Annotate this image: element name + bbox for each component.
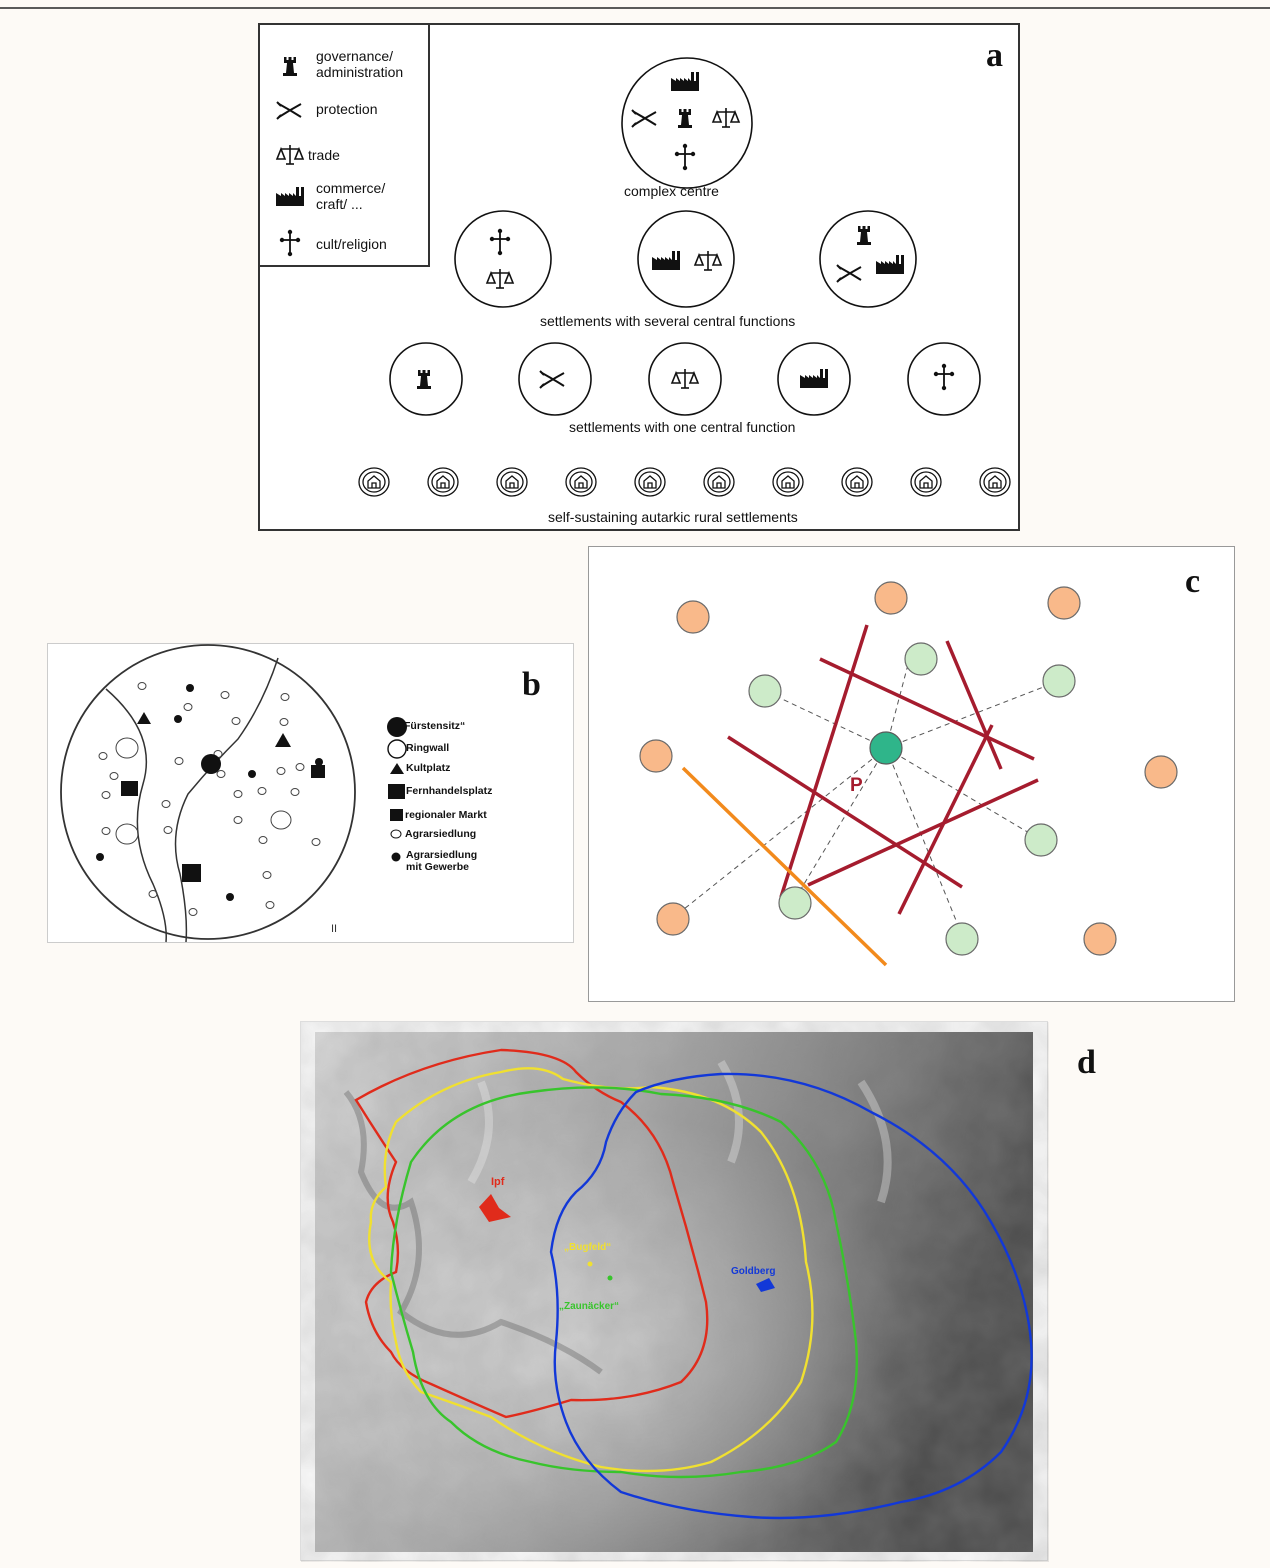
panel-letter-a: a: [986, 37, 1003, 74]
rural-settlement-icons: [358, 467, 1011, 497]
legend-cult: cult/religion: [316, 236, 387, 252]
legend-trade: trade: [308, 147, 340, 163]
legend-kultplatz: Kultplatz: [406, 762, 451, 774]
panel-letter-b: b: [522, 666, 541, 703]
label-goldberg: Goldberg: [731, 1266, 775, 1277]
bugfeld-site-marker: [587, 1261, 593, 1267]
panel-c-location-diagram: P c: [588, 546, 1235, 1002]
corner-mark: II: [331, 923, 337, 935]
panel-c-drawing: P: [639, 581, 1178, 967]
zaunaecker-boundary-green: [389, 1086, 859, 1479]
fuerstensitz-symbol: [201, 754, 221, 774]
one-function-circle-4: [777, 342, 851, 416]
label-rural: self-sustaining autarkic rural settlemen…: [548, 509, 798, 525]
panel-d-drawing: Ipf „Bugfeld“ „Zaunäcker“ Goldberg: [315, 1032, 1033, 1552]
one-function-circle-1: [389, 342, 463, 416]
several-functions-circle-3: [819, 210, 917, 308]
panel-b-legend-symbols: [387, 717, 407, 862]
red-boundary-lines: [727, 624, 1039, 915]
panel-a-hierarchy-diagram: governance/administration protection tra…: [258, 23, 1020, 531]
legend-regionaler-markt: regionaler Markt: [405, 809, 487, 821]
boundary-line-2: [174, 657, 279, 943]
boundary-line-1: [105, 688, 167, 943]
label-zaunaecker: „Zaunäcker“: [559, 1301, 619, 1312]
outer-settlements: [639, 581, 1178, 956]
orange-boundary-line: [681, 766, 888, 967]
fernhandelsplatz-symbol-2: [182, 864, 201, 882]
label-one-function: settlements with one central function: [569, 419, 796, 435]
legend-agrarsiedlung-gewerbe: Agrarsiedlung mit Gewerbe: [406, 849, 478, 873]
label-complex-centre: complex centre: [624, 183, 719, 199]
goldberg-site-marker: [756, 1278, 775, 1292]
legend-fernhandelsplatz: Fernhandelsplatz: [406, 785, 493, 797]
agrarsiedlung-gewerbe-symbols: [96, 684, 323, 901]
legend-ringwall: Ringwall: [406, 742, 450, 754]
panel-a-legend: governance/administration protection tra…: [260, 25, 430, 267]
label-several-functions: settlements with several central functio…: [540, 313, 796, 329]
ipf-site-marker: [479, 1194, 511, 1222]
agrarsiedlung-symbols: [98, 682, 321, 916]
inner-settlements: [748, 642, 1076, 956]
central-place-p: [869, 731, 903, 765]
several-functions-circle-2: [637, 210, 735, 308]
several-functions-circle-1: [454, 210, 552, 308]
label-bugfeld: „Bugfeld“: [564, 1242, 611, 1253]
legend-commerce: commerce/craft/ ...: [316, 180, 386, 212]
dashed-connection-lines: [673, 656, 1060, 936]
legend-agrarsiedlung: Agrarsiedlung: [405, 828, 477, 840]
legend-fuerstensitz: Fürstensitz“: [404, 720, 466, 732]
kultplatz-symbol-1: [137, 712, 151, 724]
zaunaecker-site-marker: [607, 1275, 613, 1281]
region-circle: [60, 644, 356, 940]
kultplatz-symbol-2: [275, 733, 291, 747]
one-function-circle-5: [907, 342, 981, 416]
one-function-circle-3: [648, 342, 722, 416]
label-ipf: Ipf: [491, 1176, 505, 1188]
top-rule: [0, 7, 1270, 9]
panel-d-relief-map: Ipf „Bugfeld“ „Zaunäcker“ Goldberg d: [300, 1021, 1096, 1561]
fernhandelsplatz-symbol-1: [121, 781, 138, 796]
legend-protection: protection: [316, 101, 378, 117]
regionaler-markt-symbol: [311, 765, 325, 778]
goldberg-boundary-blue: [549, 1072, 1033, 1520]
panel-b-drawing: II: [60, 644, 407, 943]
panel-b-settlement-map: II b Fürstensitz“ Ringwall Kultplatz Fer…: [47, 643, 574, 943]
ipf-boundary-red: [354, 1048, 709, 1419]
legend-governance: governance/administration: [316, 48, 404, 80]
complex-centre-circle: [621, 57, 753, 189]
point-label-p: P: [850, 775, 863, 796]
one-function-circle-2: [518, 342, 592, 416]
panel-letter-d: d: [1077, 1044, 1096, 1081]
hierarchy-circles: [358, 57, 1011, 497]
panel-letter-c: c: [1185, 563, 1201, 600]
